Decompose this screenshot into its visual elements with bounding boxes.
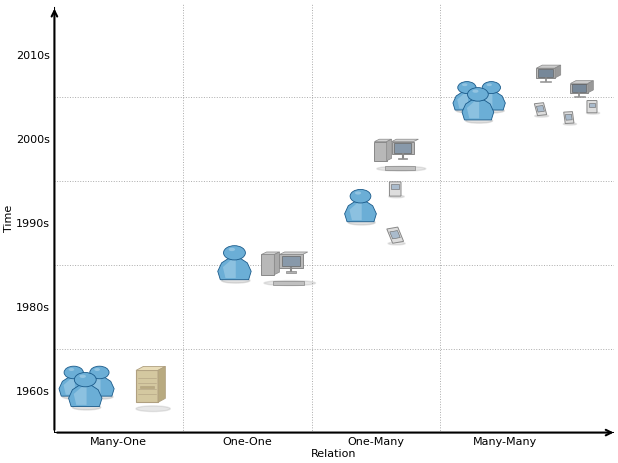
Polygon shape — [69, 386, 102, 407]
FancyBboxPatch shape — [140, 386, 154, 388]
Ellipse shape — [95, 368, 100, 371]
FancyBboxPatch shape — [273, 281, 304, 285]
Polygon shape — [390, 231, 400, 239]
FancyBboxPatch shape — [386, 166, 415, 170]
Polygon shape — [158, 366, 166, 402]
Polygon shape — [64, 378, 75, 394]
FancyBboxPatch shape — [394, 143, 411, 153]
Circle shape — [224, 246, 245, 260]
Ellipse shape — [88, 394, 113, 399]
Ellipse shape — [586, 112, 599, 114]
Ellipse shape — [229, 248, 235, 251]
Ellipse shape — [136, 406, 170, 412]
Ellipse shape — [349, 220, 375, 225]
Polygon shape — [477, 93, 506, 110]
Polygon shape — [481, 93, 493, 109]
Polygon shape — [136, 366, 166, 370]
Circle shape — [64, 366, 83, 379]
Ellipse shape — [486, 83, 492, 86]
Polygon shape — [564, 112, 574, 124]
Ellipse shape — [472, 90, 478, 93]
FancyBboxPatch shape — [389, 182, 401, 196]
FancyBboxPatch shape — [572, 84, 586, 92]
FancyBboxPatch shape — [540, 81, 551, 82]
Ellipse shape — [389, 195, 404, 198]
Ellipse shape — [564, 123, 577, 125]
Ellipse shape — [466, 119, 493, 123]
Polygon shape — [535, 103, 547, 116]
FancyBboxPatch shape — [136, 370, 158, 402]
FancyBboxPatch shape — [261, 255, 274, 275]
Polygon shape — [462, 100, 494, 120]
Circle shape — [467, 88, 488, 101]
FancyBboxPatch shape — [574, 96, 585, 97]
Ellipse shape — [377, 166, 426, 171]
FancyBboxPatch shape — [589, 103, 595, 106]
Y-axis label: Time: Time — [4, 205, 14, 232]
Polygon shape — [387, 227, 404, 243]
Polygon shape — [565, 114, 572, 120]
Ellipse shape — [69, 368, 74, 371]
Ellipse shape — [535, 115, 549, 117]
Circle shape — [74, 373, 96, 387]
Polygon shape — [555, 65, 561, 78]
Polygon shape — [279, 252, 308, 255]
FancyBboxPatch shape — [279, 255, 303, 268]
Polygon shape — [85, 378, 114, 396]
Polygon shape — [345, 202, 376, 222]
FancyBboxPatch shape — [570, 83, 588, 93]
FancyBboxPatch shape — [391, 184, 399, 189]
Ellipse shape — [222, 278, 250, 283]
Polygon shape — [453, 93, 481, 110]
Polygon shape — [536, 106, 544, 112]
FancyBboxPatch shape — [392, 142, 413, 154]
Polygon shape — [457, 93, 468, 109]
Polygon shape — [588, 81, 593, 93]
Ellipse shape — [72, 405, 101, 410]
FancyBboxPatch shape — [538, 69, 553, 77]
Ellipse shape — [80, 375, 86, 378]
Ellipse shape — [462, 83, 467, 86]
Polygon shape — [387, 139, 392, 161]
Polygon shape — [261, 252, 279, 255]
Ellipse shape — [481, 109, 504, 113]
Polygon shape — [570, 81, 593, 83]
FancyBboxPatch shape — [536, 68, 555, 78]
Circle shape — [90, 366, 109, 379]
Polygon shape — [223, 260, 235, 278]
Ellipse shape — [456, 109, 480, 113]
Polygon shape — [59, 378, 88, 396]
Ellipse shape — [388, 242, 405, 245]
FancyBboxPatch shape — [397, 157, 407, 159]
X-axis label: Relation: Relation — [311, 449, 357, 459]
Circle shape — [350, 189, 371, 203]
FancyBboxPatch shape — [282, 256, 300, 266]
Ellipse shape — [355, 191, 361, 194]
Polygon shape — [74, 387, 87, 405]
Polygon shape — [274, 252, 279, 275]
Polygon shape — [89, 378, 101, 394]
FancyBboxPatch shape — [286, 271, 296, 273]
Polygon shape — [392, 139, 418, 142]
Ellipse shape — [62, 394, 87, 399]
Polygon shape — [218, 259, 251, 280]
Polygon shape — [536, 65, 561, 68]
Polygon shape — [467, 101, 479, 119]
Circle shape — [458, 81, 476, 94]
Ellipse shape — [264, 281, 315, 286]
FancyBboxPatch shape — [587, 100, 597, 113]
Polygon shape — [350, 203, 362, 220]
Polygon shape — [375, 139, 392, 142]
Circle shape — [482, 81, 501, 94]
FancyBboxPatch shape — [375, 142, 387, 161]
